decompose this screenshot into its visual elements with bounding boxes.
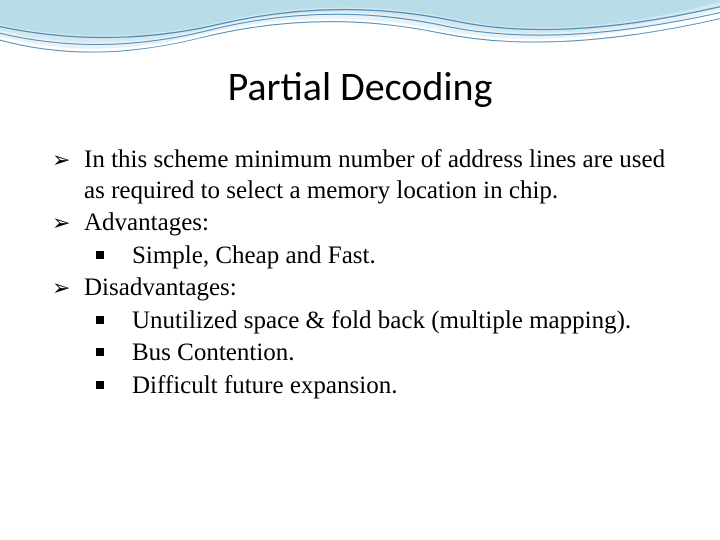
bullet-item: ➢ In this scheme minimum number of addre… xyxy=(52,145,680,206)
bullet-text: Simple, Cheap and Fast. xyxy=(132,242,376,269)
slide: Partial Decoding ➢ In this scheme minimu… xyxy=(0,0,720,540)
bullet-text: Disadvantages: xyxy=(84,274,237,301)
slide-content: ➢ In this scheme minimum number of addre… xyxy=(52,145,680,403)
bullet-text: Difficult future expansion. xyxy=(132,372,397,399)
bullet-text: Advantages: xyxy=(84,209,209,236)
arrow-icon: ➢ xyxy=(52,147,70,174)
bullet-text: In this scheme minimum number of address… xyxy=(84,146,665,204)
square-icon xyxy=(96,251,104,259)
bullet-item: Simple, Cheap and Fast. xyxy=(52,241,680,272)
slide-title: Partial Decoding xyxy=(0,62,720,111)
bullet-text: Unutilized space & fold back (multiple m… xyxy=(132,307,631,334)
bullet-item: ➢ Advantages: xyxy=(52,208,680,239)
arrow-icon: ➢ xyxy=(52,210,70,237)
arrow-icon: ➢ xyxy=(52,275,70,302)
square-icon xyxy=(96,348,104,356)
bullet-item: ➢ Disadvantages: xyxy=(52,273,680,304)
bullet-item: Unutilized space & fold back (multiple m… xyxy=(52,306,680,337)
bullet-item: Bus Contention. xyxy=(52,338,680,369)
bullet-item: Difficult future expansion. xyxy=(52,371,680,402)
square-icon xyxy=(96,381,104,389)
bullet-text: Bus Contention. xyxy=(132,339,295,366)
square-icon xyxy=(96,316,104,324)
